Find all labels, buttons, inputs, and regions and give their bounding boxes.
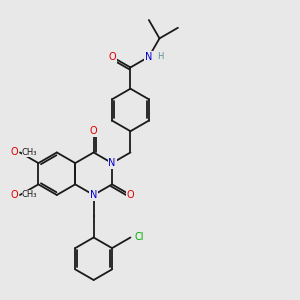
Text: O: O [11,148,18,158]
Text: O: O [108,52,116,62]
Text: CH₃: CH₃ [22,148,38,157]
Text: N: N [90,190,97,200]
Text: N: N [145,52,152,62]
Text: O: O [11,190,18,200]
Text: H: H [157,52,164,61]
Text: Cl: Cl [134,232,144,242]
Text: O: O [127,190,134,200]
Text: CH₃: CH₃ [22,190,38,200]
Text: N: N [108,158,116,168]
Text: O: O [90,126,98,136]
